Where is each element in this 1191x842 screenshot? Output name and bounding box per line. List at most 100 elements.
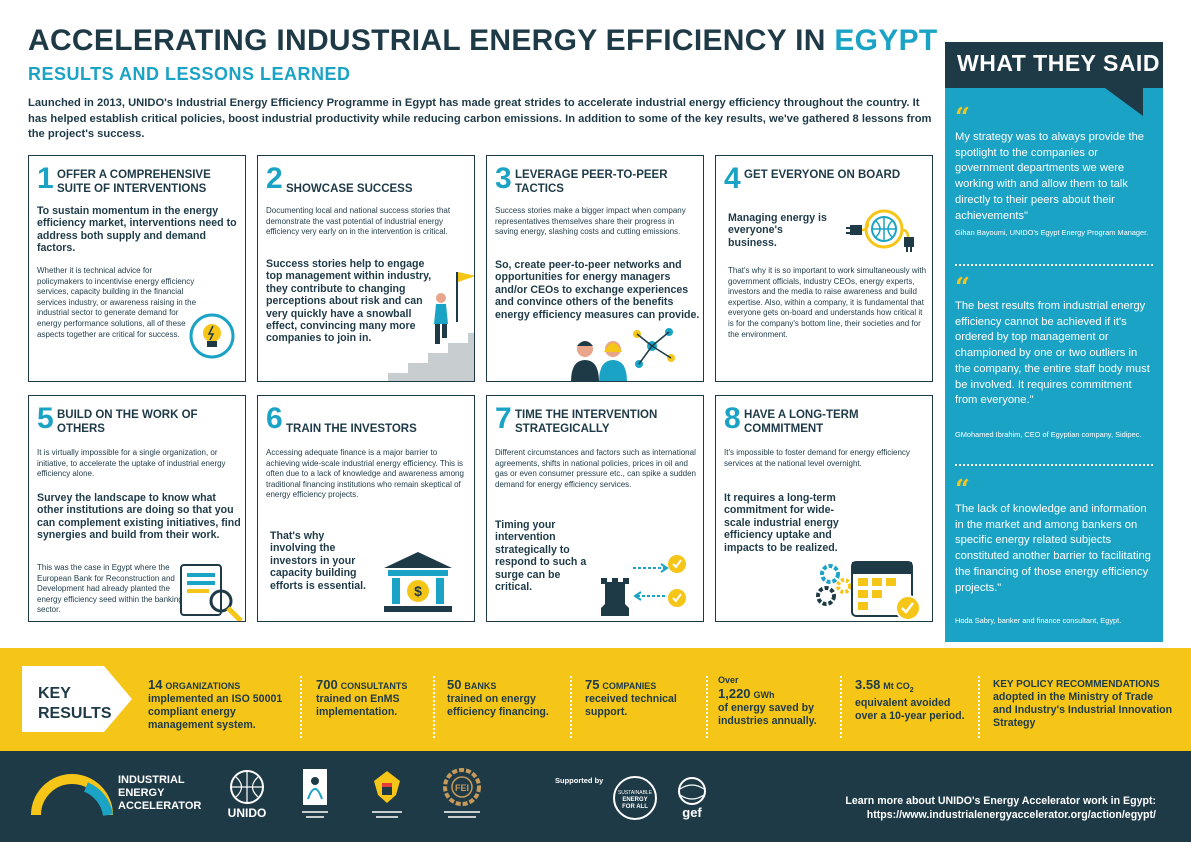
fei-logo: FEI [443,768,481,818]
lesson-bold-text: That's why involving the investors in yo… [270,530,366,592]
lesson-title: GET EVERYONE ON BOARD [744,169,901,181]
plug-globe-icon [846,209,914,252]
lesson-bold-text: Success stories help to engage top manag… [266,258,432,345]
lesson-card-3: 3 LEVERAGE PEER-TO-PEER TACTICS Success … [486,155,704,382]
key-results-label: KEY RESULTS [38,685,112,722]
lesson-bold-text: So, create peer-to-peer networks and opp… [495,259,700,321]
svg-text:FOR ALL: FOR ALL [622,804,648,810]
testimonials-panel: WHAT THEY SAID “ My strategy was to alwa… [945,42,1163,642]
svg-text:$: $ [414,583,422,599]
intro-text: Launched in 2013, UNIDO's Industrial Ene… [28,97,932,140]
result-separator [570,676,572,738]
gef-wordmark: gef [682,805,702,820]
lesson-number: 5 [37,402,54,435]
lesson-card-6: 6 TRAIN THE INVESTORS Accessing adequate… [257,395,475,622]
quote-attribution: GMohamed Ibrahim, CEO of Egyptian compan… [955,430,1142,439]
result-consultants: 700 CONSULTANTS trained on EnMS implemen… [316,677,408,718]
result-banks: 50 BANKS trained on energy efficiency fi… [447,677,549,718]
quote-divider [955,464,1153,466]
lesson-number: 2 [266,162,283,195]
lesson-text: Documenting local and national success s… [266,206,451,237]
svg-text:ENERGY: ENERGY [622,797,647,803]
lesson-title: SHOWCASE SUCCESS [286,183,413,195]
result-separator [433,676,435,738]
lesson-number: 8 [724,402,741,435]
lesson-number: 6 [266,402,283,435]
lesson-title: BUILD ON THE WORK OF OTHERS [57,409,198,435]
result-energy-saved: Over 1,220 GWh of energy saved by indust… [718,675,817,727]
quote-mark-icon: “ [955,273,970,303]
lesson-title: OFFER A COMPREHENSIVE SUITE OF INTERVENT… [57,169,211,195]
lesson-card-8: 8 HAVE A LONG-TERM COMMITMENT It's impos… [715,395,933,622]
fei-wordmark: FEI [455,783,469,793]
lesson-number: 3 [495,162,512,195]
lesson-card-2: 2 SHOWCASE SUCCESS Documenting local and… [257,155,475,382]
unido-logo: UNIDO [228,770,267,819]
chess-rook-icon [601,555,686,616]
lesson-text: Whether it is technical advice for polic… [37,266,197,339]
title-highlight: EGYPT [834,24,938,57]
lesson-title: TIME THE INTERVENTION STRATEGICALLY [515,409,658,435]
testimonials-heading: WHAT THEY SAID [945,42,1163,88]
staircase-flag-icon [388,272,474,381]
lesson-bold-text: Timing your intervention strategically t… [495,519,587,594]
quote-divider [955,264,1153,266]
page-subtitle: RESULTS AND LESSONS LEARNED [28,64,351,84]
quote-attribution: Gihan Bayoumi, UNIDO's Egypt Energy Prog… [955,228,1149,237]
egypt-ministry-eagle-logo [372,771,402,818]
lesson-text: Accessing adequate finance is a major ba… [266,448,464,500]
page-title: ACCELERATING INDUSTRIAL ENERGY EFFICIENC… [28,24,938,57]
result-organizations: 14 ORGANIZATIONS implemented an ISO 5000… [148,677,283,731]
svg-text:SUSTAINABLE: SUSTAINABLE [618,790,653,796]
bank-dollar-icon: $ [384,552,452,612]
supported-by-label: Supported by [555,776,604,785]
lightbulb-icon [189,313,235,359]
result-separator [300,676,302,738]
footer: INDUSTRIAL ENERGY ACCELERATOR UNIDO FEI … [0,751,1191,842]
result-separator [978,676,980,738]
calendar-gears-icon [816,561,921,621]
lesson-bold-text: It requires a long-term commitment for w… [724,492,839,554]
lesson-bold-text: Survey the landscape to know what other … [37,492,241,542]
lesson-bold-text: Managing energy is everyone's business. [728,212,827,249]
lesson-title: LEVERAGE PEER-TO-PEER TACTICS [515,169,668,195]
key-results-band: KEY RESULTS 14 ORGANIZATIONS implemented… [0,648,1191,751]
seforall-logo: SUSTAINABLE ENERGY FOR ALL [613,776,657,820]
industrial-energy-accelerator-logo [31,774,113,817]
lesson-card-5: 5 BUILD ON THE WORK OF OTHERS It is virt… [28,395,246,622]
key-results-arrow-icon [22,666,132,732]
lesson-text: Different circumstances and factors such… [495,448,696,489]
learn-more-link[interactable]: https://www.industrialenergyaccelerator.… [866,809,1156,821]
lesson-number: 1 [37,162,54,195]
quote-text: The lack of knowledge and information in… [955,503,1151,594]
unido-wordmark: UNIDO [228,806,267,819]
document-magnifier-icon [180,564,243,621]
lesson-text: It's impossible to foster demand for ene… [724,448,910,468]
brand-name: INDUSTRIAL ENERGY ACCELERATOR [118,774,202,812]
learn-more-text: Learn more about UNIDO's Energy Accelera… [845,795,1156,807]
result-co2-avoided: 3.58 Mt CO2 equivalent avoided over a 10… [855,677,965,723]
result-companies: 75 COMPANIES received technical support. [585,677,677,718]
lesson-card-1: 1 OFFER A COMPREHENSIVE SUITE OF INTERVE… [28,155,246,382]
quote-attribution: Hoda Sabry, banker and finance consultan… [955,616,1122,625]
result-separator [706,676,708,738]
lesson-bold-text: To sustain momentum in the energy effici… [37,205,237,255]
lesson-text: Success stories make a bigger impact whe… [495,206,686,237]
gef-logo: gef [678,777,706,820]
result-policy: KEY POLICY RECOMMENDATIONS adopted in th… [993,679,1173,729]
quote-text: The best results from industrial energy … [955,300,1150,407]
result-separator [840,676,842,738]
lesson-title: TRAIN THE INVESTORS [286,423,417,435]
quote-mark-icon: “ [955,103,970,133]
lesson-text-2: This was the case in Egypt where the Eur… [37,563,183,615]
egypt-environment-agency-logo [302,769,328,818]
lesson-card-4: 4 GET EVERYONE ON BOARD Managing energy … [715,155,933,382]
lesson-card-7: 7 TIME THE INTERVENTION STRATEGICALLY Di… [486,395,704,622]
lesson-text: It is virtually impossible for a single … [37,448,226,479]
speech-tail [1105,88,1143,116]
lesson-text: That's why it is so important to work si… [728,266,927,339]
people-network-icon [571,328,675,381]
quote-text: My strategy was to always provide the sp… [955,131,1145,222]
lesson-number: 4 [724,162,741,195]
lesson-number: 7 [495,402,512,435]
